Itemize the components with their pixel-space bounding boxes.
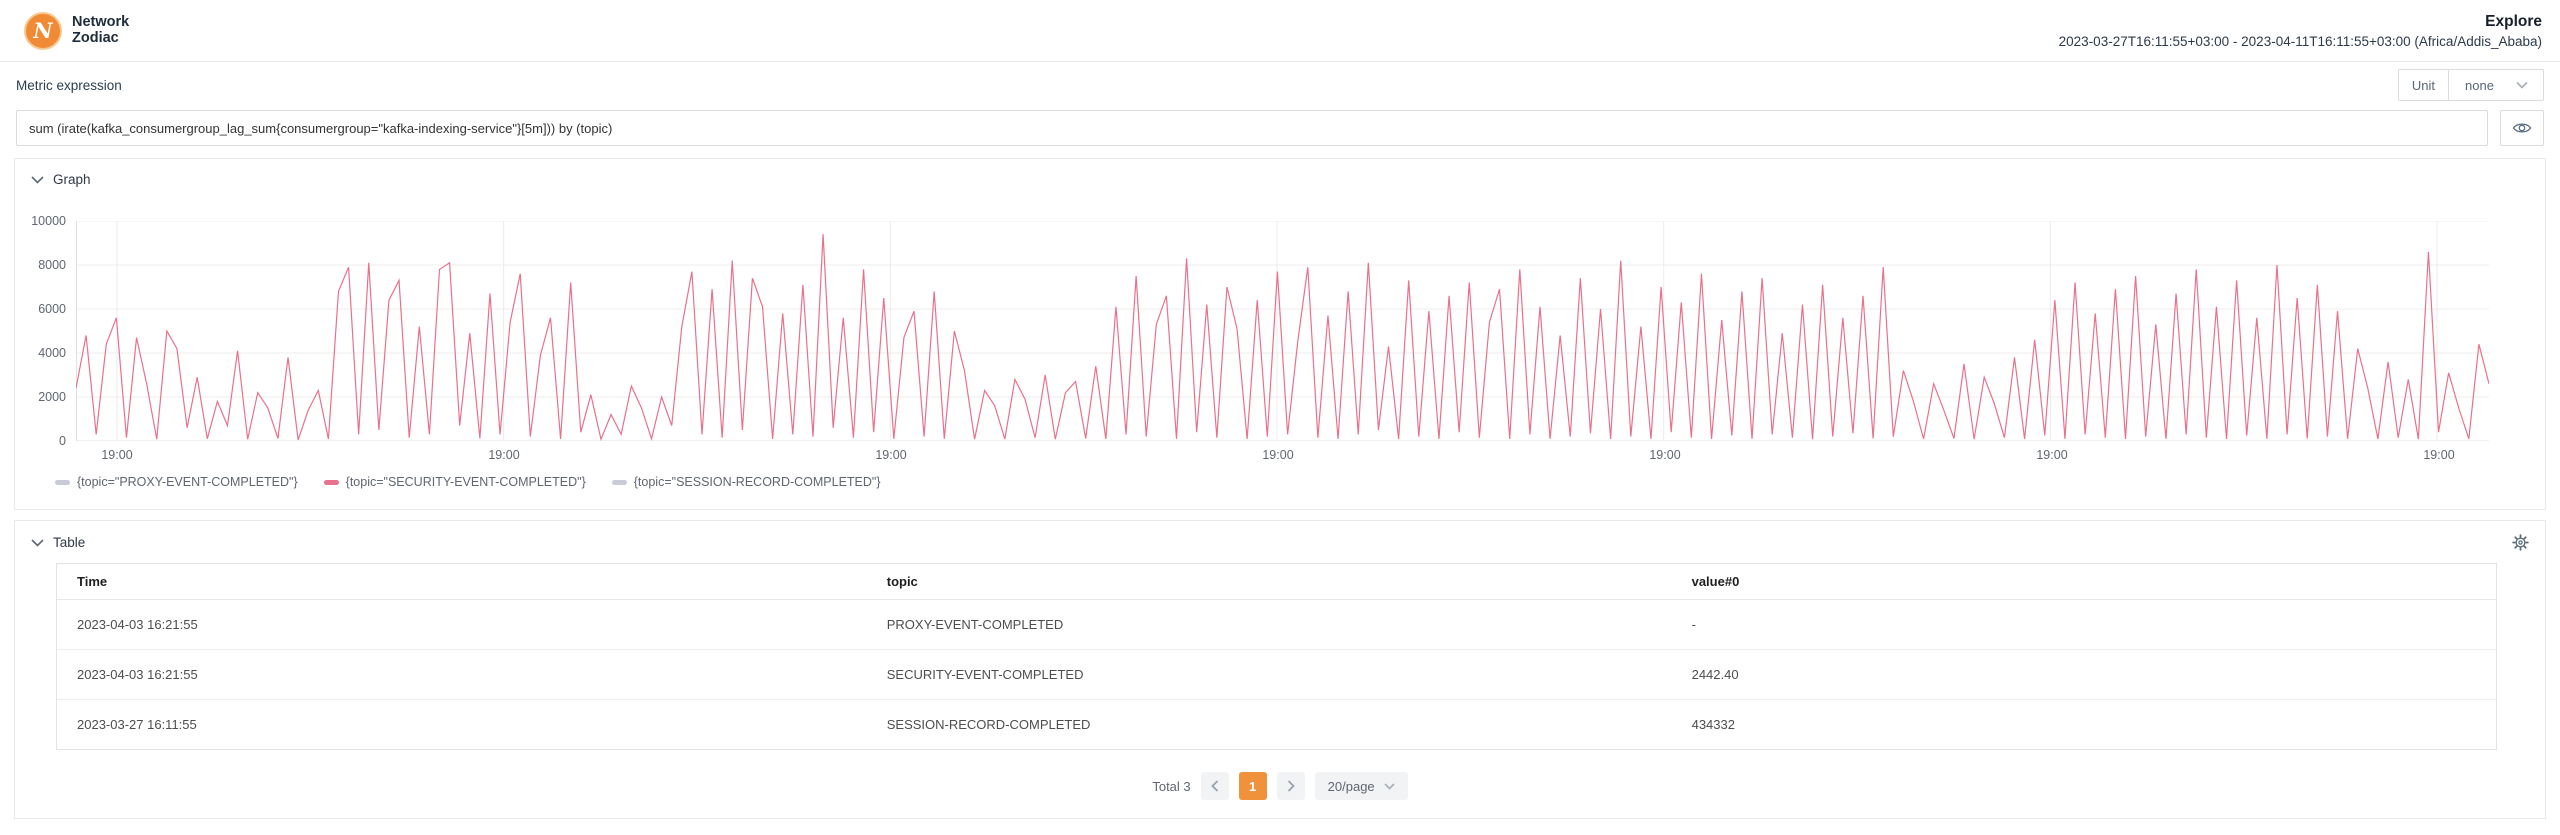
eye-icon — [2512, 123, 2532, 133]
x-axis-label: 19:00 — [875, 448, 907, 462]
page-size-value: 20/page — [1327, 778, 1375, 794]
graph-section-toggle[interactable]: Graph — [31, 172, 91, 187]
chevron-down-icon — [2516, 81, 2528, 89]
y-axis-label: 4000 — [38, 346, 66, 360]
y-axis-label: 8000 — [38, 258, 66, 272]
y-axis-label: 2000 — [38, 390, 66, 404]
table-cell: 434332 — [1691, 717, 1735, 732]
logo-icon: N — [24, 11, 62, 50]
table-row[interactable]: 2023-03-27 16:11:55 SESSION-RECORD-COMPLE… — [57, 700, 2496, 750]
table-cell: SESSION-RECORD-COMPLETED — [886, 717, 1091, 732]
table-cell: 2023-04-03 16:21:55 — [57, 599, 867, 650]
expression-row — [0, 108, 2560, 148]
table-row[interactable]: 2023-04-03 16:21:55 PROXY-EVENT-COMPLETED… — [57, 599, 2496, 650]
x-axis-label: 19:00 — [488, 448, 520, 462]
x-axis-label: 19:00 — [1262, 448, 1294, 462]
legend-marker-icon — [611, 479, 627, 485]
chevron-down-icon — [1384, 782, 1395, 790]
brand-line1: Network — [72, 13, 130, 30]
page-number-button[interactable]: 1 — [1238, 772, 1267, 800]
preview-button[interactable] — [2500, 110, 2544, 146]
metric-expression-input[interactable] — [16, 110, 2488, 146]
x-axis-label: 19:00 — [2423, 448, 2455, 462]
table-settings-button[interactable] — [2512, 534, 2529, 551]
table-panel: Table Time topic value#0 2023-04-03 16:21:… — [14, 520, 2546, 819]
y-axis-label: 0 — [59, 434, 66, 448]
chart-legend: {topic="PROXY-EVENT-COMPLETED"} {topic="S… — [55, 475, 2545, 489]
legend-label: {topic="SECURITY-EVENT-COMPLETED"} — [345, 475, 586, 489]
table-header-row: Time topic value#0 — [57, 564, 2496, 600]
chevron-down-icon — [31, 175, 44, 184]
table-section-toggle[interactable]: Table — [31, 535, 85, 550]
results-table-wrap: Time topic value#0 2023-04-03 16:21:55 PROX… — [56, 563, 2497, 750]
legend-item[interactable]: {topic="SECURITY-EVENT-COMPLETED"} — [323, 475, 586, 489]
brand-name: Network Zodiac — [72, 13, 130, 47]
unit-group: Unit none — [2397, 69, 2544, 101]
x-axis-label: 19:00 — [1649, 448, 1681, 462]
next-page-button[interactable] — [1276, 772, 1305, 800]
legend-item[interactable]: {topic="PROXY-EVENT-COMPLETED"} — [55, 475, 298, 489]
chart-area: 0 2000 4000 6000 8000 10000 19:00 19:00 19:00 19… — [31, 214, 2489, 462]
brand-line2: Zodiac — [72, 29, 119, 46]
table-cell: 2023-04-03 16:21:55 — [57, 649, 867, 700]
table-cell: - — [1671, 599, 2496, 650]
chevron-left-icon — [1210, 780, 1218, 792]
table-cell: SECURITY-EVENT-COMPLETED — [866, 649, 1672, 700]
pagination: Total 3 1 20/page — [15, 772, 2545, 800]
legend-label: {topic="PROXY-EVENT-COMPLETED"} — [77, 475, 298, 489]
table-cell: 2023-03-27 16:11:55 — [77, 717, 197, 732]
pagination-total: Total 3 — [1152, 778, 1191, 794]
brand[interactable]: N Network Zodiac — [24, 11, 130, 50]
metric-expression-label: Metric expression — [16, 77, 122, 93]
legend-marker-icon — [323, 479, 339, 485]
chevron-right-icon — [1287, 780, 1295, 792]
x-axis-label: 19:00 — [101, 448, 133, 462]
table-cell: 2442.40 — [1671, 649, 2496, 700]
app-header: N Network Zodiac Explore 2023-03-27T16:1… — [0, 0, 2560, 62]
table-column-header: Time — [57, 564, 867, 600]
legend-label: {topic="SESSION-RECORD-COMPLETED"} — [633, 475, 881, 489]
chevron-down-icon — [31, 538, 44, 547]
gear-icon — [2512, 534, 2529, 551]
prev-page-button[interactable] — [1200, 772, 1229, 800]
table-cell: PROXY-EVENT-COMPLETED — [866, 599, 1672, 650]
unit-label: Unit — [2397, 69, 2448, 101]
graph-panel: Graph 0 2000 4000 6000 8000 10000 19:00 19:00 1… — [14, 158, 2546, 510]
graph-canvas[interactable] — [76, 221, 2489, 441]
results-table: Time topic value#0 2023-04-03 16:21:55 PROX… — [57, 564, 2496, 749]
x-axis-label: 19:00 — [2036, 448, 2068, 462]
unit-select-value: none — [2465, 77, 2494, 93]
table-row[interactable]: 2023-04-03 16:21:55 SECURITY-EVENT-COMPLE… — [57, 649, 2496, 700]
toolbar: Metric expression Unit none — [0, 62, 2560, 108]
unit-select[interactable]: none — [2448, 69, 2544, 101]
legend-item[interactable]: {topic="SESSION-RECORD-COMPLETED"} — [611, 475, 881, 489]
table-column-header: value#0 — [1671, 564, 2496, 600]
table-section-title: Table — [53, 535, 86, 550]
page-size-select[interactable]: 20/page — [1314, 772, 1408, 800]
y-axis-label: 6000 — [38, 302, 66, 316]
table-column-header: topic — [866, 564, 1672, 600]
time-range[interactable]: 2023-03-27T16:11:55+03:00 - 2023-04-11T1… — [2058, 33, 2542, 49]
legend-marker-icon — [55, 479, 70, 485]
graph-section-title: Graph — [53, 172, 91, 187]
y-axis-label: 10000 — [31, 214, 66, 228]
page-title: Explore — [2485, 12, 2542, 30]
